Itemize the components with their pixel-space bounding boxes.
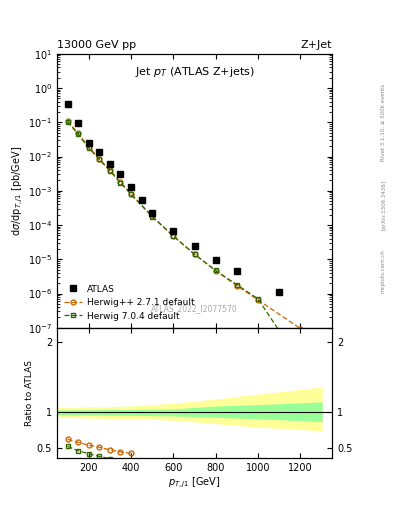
Herwig++ 2.7.1 default: [171, 233, 176, 239]
Herwig 7.0.4 default: [256, 296, 261, 302]
ATLAS: [192, 243, 197, 249]
Herwig 7.0.4 default: [65, 118, 70, 124]
Herwig++ 2.7.1 default: [298, 326, 303, 332]
ATLAS: [76, 120, 81, 126]
Herwig 7.0.4 default: [213, 267, 218, 273]
Herwig++ 2.7.1 default: [86, 144, 91, 150]
Herwig 7.0.4 default: [129, 191, 133, 198]
ATLAS: [213, 257, 218, 263]
Herwig++ 2.7.1 default: [256, 297, 261, 303]
Herwig 7.0.4 default: [298, 360, 303, 366]
ATLAS: [65, 100, 70, 106]
Herwig++ 2.7.1 default: [97, 156, 102, 162]
ATLAS: [277, 289, 281, 295]
Text: [arXiv:1306.3436]: [arXiv:1306.3436]: [381, 180, 386, 230]
Text: mcplots.cern.ch: mcplots.cern.ch: [381, 249, 386, 293]
Herwig++ 2.7.1 default: [192, 251, 197, 258]
Line: Herwig++ 2.7.1 default: Herwig++ 2.7.1 default: [65, 118, 303, 331]
Herwig++ 2.7.1 default: [235, 283, 239, 289]
Herwig 7.0.4 default: [171, 233, 176, 239]
Herwig 7.0.4 default: [108, 168, 112, 174]
Herwig++ 2.7.1 default: [65, 118, 70, 124]
Legend: ATLAS, Herwig++ 2.7.1 default, Herwig 7.0.4 default: ATLAS, Herwig++ 2.7.1 default, Herwig 7.…: [61, 282, 197, 323]
ATLAS: [235, 268, 239, 274]
Line: Herwig 7.0.4 default: Herwig 7.0.4 default: [65, 119, 303, 365]
ATLAS: [118, 172, 123, 178]
Text: Rivet 3.1.10, ≥ 500k events: Rivet 3.1.10, ≥ 500k events: [381, 84, 386, 161]
ATLAS: [108, 161, 112, 167]
Herwig++ 2.7.1 default: [118, 179, 123, 185]
Herwig 7.0.4 default: [235, 282, 239, 288]
Herwig 7.0.4 default: [97, 156, 102, 162]
ATLAS: [171, 228, 176, 234]
Herwig 7.0.4 default: [86, 145, 91, 151]
Herwig 7.0.4 default: [192, 251, 197, 258]
Herwig++ 2.7.1 default: [129, 190, 133, 197]
Herwig++ 2.7.1 default: [76, 131, 81, 137]
Herwig++ 2.7.1 default: [213, 268, 218, 274]
Herwig 7.0.4 default: [76, 132, 81, 138]
ATLAS: [319, 361, 324, 368]
Y-axis label: Ratio to ATLAS: Ratio to ATLAS: [25, 360, 34, 426]
ATLAS: [139, 197, 144, 203]
Herwig++ 2.7.1 default: [108, 167, 112, 173]
Text: Jet $p_T$ (ATLAS Z+jets): Jet $p_T$ (ATLAS Z+jets): [135, 65, 254, 79]
X-axis label: $p_{T,j1}$ [GeV]: $p_{T,j1}$ [GeV]: [168, 476, 221, 490]
Text: 13000 GeV pp: 13000 GeV pp: [57, 39, 136, 50]
ATLAS: [150, 210, 154, 217]
Text: ATLAS_2022_I2077570: ATLAS_2022_I2077570: [151, 304, 238, 313]
Herwig 7.0.4 default: [118, 180, 123, 186]
ATLAS: [129, 184, 133, 190]
Y-axis label: d$\sigma$/dp$_{T,j1}$ [pb/GeV]: d$\sigma$/dp$_{T,j1}$ [pb/GeV]: [11, 146, 25, 236]
Text: Z+Jet: Z+Jet: [301, 39, 332, 50]
Line: ATLAS: ATLAS: [64, 100, 325, 368]
ATLAS: [86, 140, 91, 146]
Herwig++ 2.7.1 default: [150, 213, 154, 219]
Herwig 7.0.4 default: [150, 214, 154, 220]
ATLAS: [97, 148, 102, 155]
